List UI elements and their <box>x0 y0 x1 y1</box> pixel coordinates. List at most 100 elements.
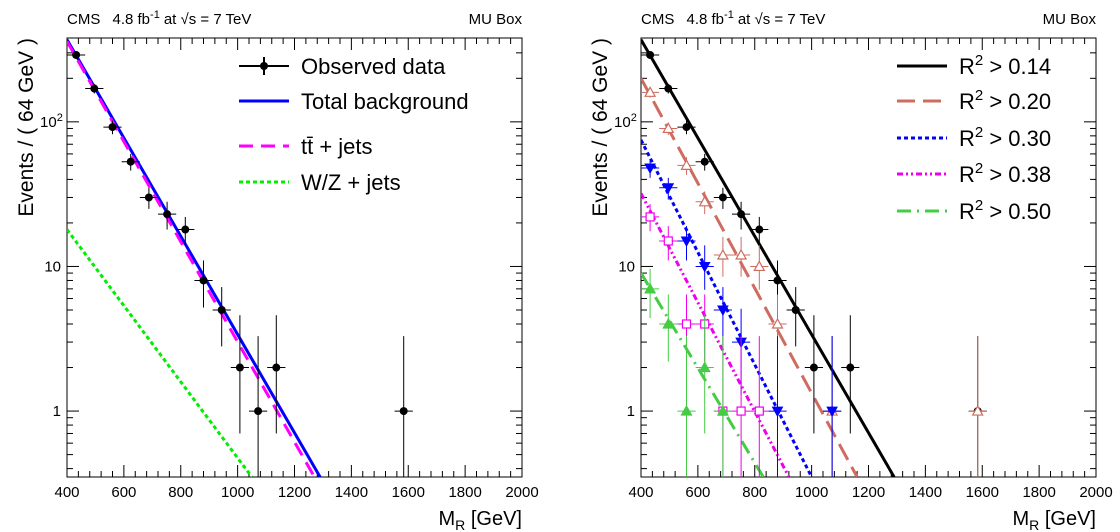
x-tick-label: 1200 <box>852 484 885 501</box>
point-series-1-point <box>646 50 655 59</box>
x-tick-label: 1400 <box>909 484 942 501</box>
legend-label: tt̄ + jets <box>301 134 373 159</box>
point-series-5-point <box>680 404 693 416</box>
point-series-2-point <box>698 195 711 207</box>
x-tick-label: 800 <box>742 484 767 501</box>
x-axis-title-unit: [GeV] <box>1039 508 1096 530</box>
point-series-3-point <box>698 261 711 273</box>
legend-label-text: Observed data <box>301 54 446 79</box>
y-axis-title: Events / ( 64 GeV ) <box>589 38 612 217</box>
x-tick-label: 600 <box>111 484 136 501</box>
legend-label: R2 > 0.50 <box>959 197 1051 224</box>
observed-data-point <box>126 157 135 166</box>
header-lumi-exponent: -1 <box>150 9 160 21</box>
point-series-4-point <box>681 319 692 329</box>
legend-label-tail: > 0.38 <box>983 162 1051 187</box>
legend-label-exponent: 2 <box>975 87 983 104</box>
legend-label-text: Total background <box>301 89 469 114</box>
legend-label-exponent: 2 <box>975 197 983 214</box>
observed-data-point <box>254 407 263 416</box>
point-series-1-point <box>846 363 855 372</box>
x-axis-title: MR [GeV] <box>1013 508 1097 532</box>
observed-data-point <box>144 193 153 202</box>
point-series-5-point <box>644 282 657 294</box>
legend-label-text: W/Z + jets <box>301 170 401 195</box>
legend-label-text: R <box>959 162 975 187</box>
box-label: MU Box <box>469 11 523 28</box>
x-tick-label: 400 <box>54 484 79 501</box>
chart-panel-2: 400 600 800 1000 1200 1400 1600 1800 2000 1 10 102E… <box>589 9 1113 532</box>
header-lumi-exponent: -1 <box>724 9 734 21</box>
x-tick-label: 600 <box>685 484 710 501</box>
point-series-2-point <box>716 248 729 260</box>
legend-label: R2 > 0.30 <box>959 124 1051 151</box>
point-series-2-point <box>753 260 766 272</box>
legend-label: W/Z + jets <box>301 170 401 195</box>
legend-label: R2 > 0.20 <box>959 87 1051 114</box>
x-tick-label: 1600 <box>392 484 425 501</box>
legend-label: R2 > 0.14 <box>959 52 1051 79</box>
cms-header: CMS 4.8 fb-1 at √s = 7 TeV <box>641 9 825 28</box>
header-lumi: 4.8 fb <box>113 11 151 28</box>
x-tick-label: 2000 <box>1079 484 1112 501</box>
point-series-1-point <box>682 123 691 132</box>
y-tick-exponent: 2 <box>57 112 63 124</box>
observed-data-point <box>108 123 117 132</box>
observed-data-point <box>235 363 244 372</box>
point-series-3-point <box>771 406 784 418</box>
series-curve-2 <box>67 40 316 477</box>
point-series-3-point <box>717 305 729 317</box>
y-tick-label: 1 <box>53 403 61 420</box>
observed-data-point <box>72 50 81 59</box>
header-lumi: 4.8 fb <box>687 11 725 28</box>
point-series-1-point <box>664 84 673 93</box>
point-series-4-point <box>645 212 655 222</box>
legend: Observed data Total background tt̄ + jets W… <box>239 54 469 195</box>
observed-data-point <box>90 84 99 93</box>
legend-label-text: R <box>959 126 975 151</box>
point-series-5-point <box>698 361 711 373</box>
box-label: MU Box <box>1043 11 1097 28</box>
observed-data-point <box>199 276 208 285</box>
header-energy: at √s = 7 TeV <box>164 11 252 28</box>
y-tick-label: 10 <box>618 258 635 275</box>
legend-label: Observed data <box>301 54 446 79</box>
point-series-2-point <box>735 248 748 260</box>
point-series-5-point <box>716 404 729 416</box>
point-series-2-point <box>662 122 675 134</box>
x-tick-label: 1600 <box>966 484 999 501</box>
legend-label-text: R <box>959 199 975 224</box>
x-axis-title-sub: R <box>455 517 465 532</box>
series-curve-3 <box>67 228 254 477</box>
legend-label-text: tt̄ + jets <box>301 134 373 159</box>
chart-panel-1: 400 600 800 1000 1200 1400 1600 1800 2000 1 10 102E… <box>15 9 539 532</box>
legend-label-tail: > 0.20 <box>983 89 1051 114</box>
point-series-1-point <box>773 276 782 285</box>
x-axis-title: MR [GeV] <box>439 508 523 532</box>
point-series-4-point <box>736 406 746 416</box>
series-curve-4 <box>641 192 791 477</box>
x-tick-label: 1400 <box>335 484 368 501</box>
legend-label-tail: > 0.14 <box>983 54 1051 79</box>
observed-data-point <box>181 225 190 234</box>
point-series-1-point <box>700 157 709 166</box>
point-series-3-point <box>662 183 675 194</box>
point-series-4-point <box>663 236 673 246</box>
point-series-1-point <box>718 193 727 202</box>
y-tick-exponent: 2 <box>631 112 637 124</box>
series-curve-5 <box>641 272 765 477</box>
x-axis-title-unit: [GeV] <box>465 508 522 530</box>
legend-label-text: R <box>959 54 975 79</box>
header-energy: at √s = 7 TeV <box>738 11 826 28</box>
y-axis-title: Events / ( 64 GeV ) <box>15 38 38 217</box>
y-tick-label: 10 <box>44 258 61 275</box>
header-experiment: CMS <box>67 11 105 28</box>
legend-label-text: R <box>959 89 975 114</box>
legend-label-exponent: 2 <box>975 52 983 69</box>
y-tick-label: 102 <box>40 112 63 131</box>
point-series-3-point <box>644 163 656 174</box>
point-series-5-point <box>662 317 675 329</box>
x-tick-label: 1200 <box>278 484 311 501</box>
